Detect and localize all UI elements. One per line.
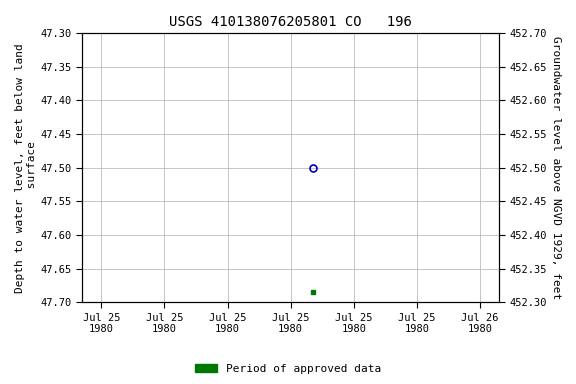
Y-axis label: Groundwater level above NGVD 1929, feet: Groundwater level above NGVD 1929, feet (551, 36, 561, 299)
Title: USGS 410138076205801 CO   196: USGS 410138076205801 CO 196 (169, 15, 412, 29)
Legend: Period of approved data: Period of approved data (191, 359, 385, 379)
Y-axis label: Depth to water level, feet below land
 surface: Depth to water level, feet below land su… (15, 43, 37, 293)
